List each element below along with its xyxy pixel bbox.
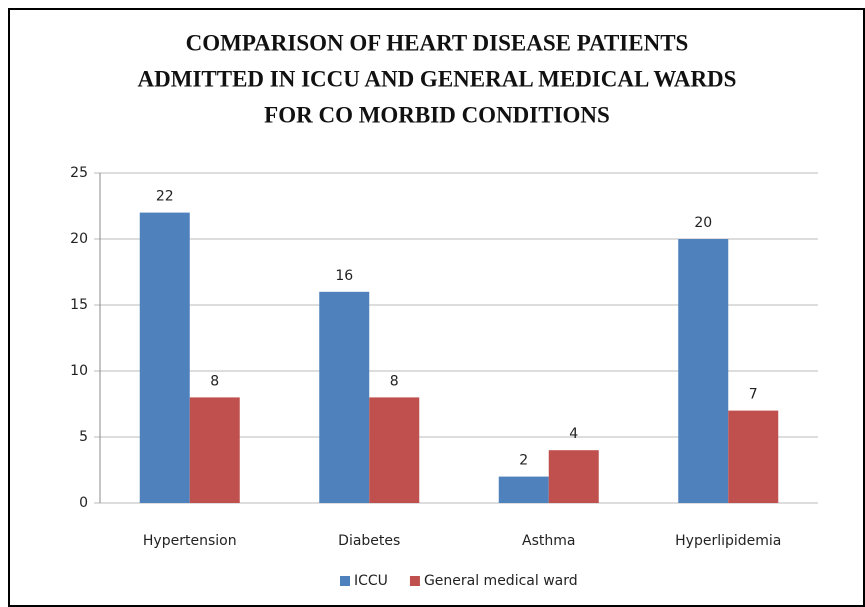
bar (189, 397, 240, 503)
y-tick-label: 20 (70, 231, 88, 247)
y-tick-label: 5 (79, 429, 88, 445)
data-label: 7 (749, 387, 758, 403)
legend-swatch (409, 576, 420, 586)
x-tick-label: Asthma (522, 533, 575, 549)
data-label: 16 (335, 268, 353, 284)
data-label: 22 (156, 189, 174, 205)
bar (678, 239, 729, 503)
chart-title: ADMITTED IN ICCU AND GENERAL MEDICAL WAR… (138, 66, 737, 91)
x-tick-label: Hyperlipidemia (675, 533, 781, 549)
chart-frame (8, 8, 865, 607)
data-label: 20 (694, 215, 712, 231)
chart-title: FOR CO MORBID CONDITIONS (264, 102, 610, 127)
bar (548, 450, 599, 503)
y-tick-label: 25 (70, 165, 88, 181)
legend-label: ICCU (354, 573, 388, 589)
bar (139, 212, 190, 503)
data-label: 8 (390, 373, 399, 389)
data-label: 4 (569, 426, 578, 442)
bar (498, 476, 549, 503)
legend-label: General medical ward (424, 573, 578, 589)
bar (369, 397, 420, 503)
x-tick-label: Hypertension (143, 533, 237, 549)
bar (319, 291, 370, 503)
y-tick-label: 15 (70, 297, 88, 313)
data-label: 8 (210, 373, 219, 389)
y-tick-label: 0 (79, 495, 88, 511)
bar (728, 410, 779, 503)
chart-title: COMPARISON OF HEART DISEASE PATIENTS (186, 30, 689, 55)
legend-swatch (340, 576, 350, 586)
x-tick-label: Diabetes (338, 533, 400, 549)
data-label: 2 (519, 453, 528, 469)
y-tick-label: 10 (70, 363, 88, 379)
